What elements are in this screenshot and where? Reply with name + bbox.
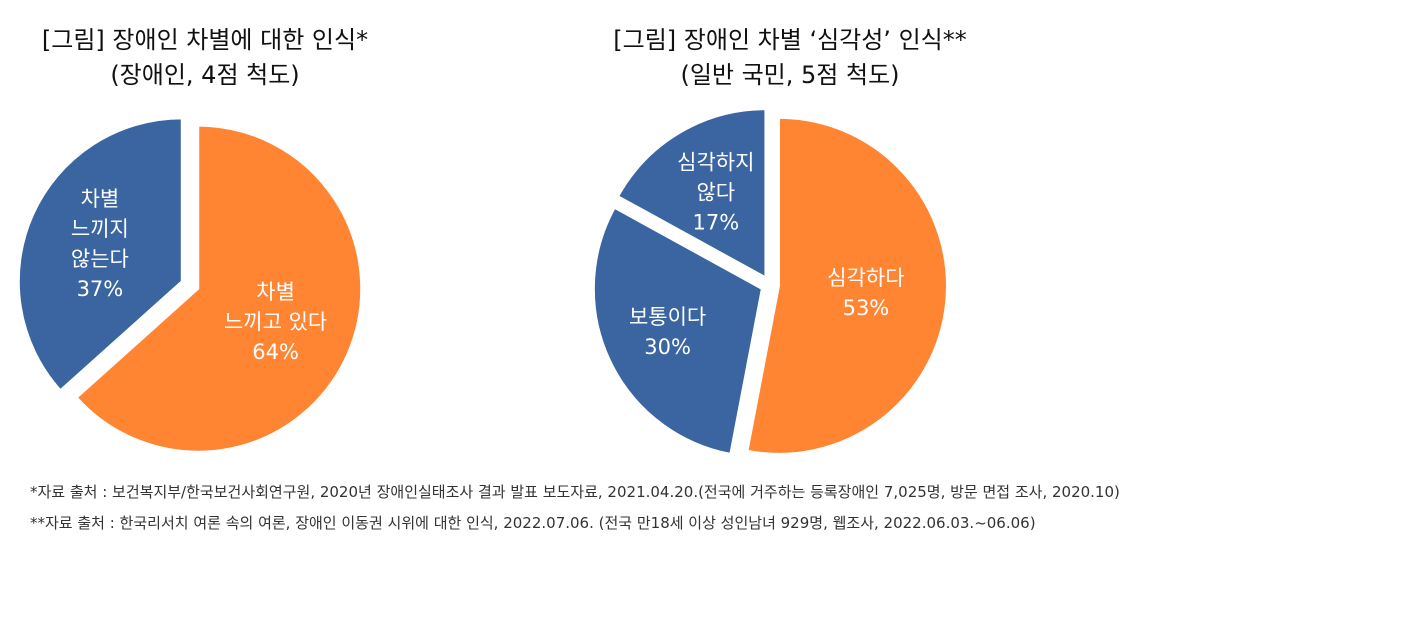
pie-slice — [592, 206, 763, 456]
chart-subtitle: (장애인, 4점 척도) — [110, 61, 299, 89]
slice-category: 심각하다 — [827, 266, 904, 290]
slice-category: 보통이다 — [629, 305, 706, 329]
chart-subtitle: (일반 국민, 5점 척도) — [680, 61, 899, 89]
slice-category-line: 느끼지 — [71, 217, 129, 241]
slice-category-line: 차별 — [81, 187, 120, 211]
footnote: **자료 출처 : 한국리서치 여론 속의 여론, 장애인 이동권 시위에 대한… — [30, 514, 1036, 532]
slice-value-label: 30% — [644, 335, 691, 359]
footnote: *자료 출처 : 보건복지부/한국보건사회연구원, 2020년 장애인실태조사 … — [30, 483, 1120, 501]
chart-title: [그림] 장애인 차별 ‘심각성’ 인식** — [613, 26, 966, 54]
slice-category-line: 않는다 — [71, 247, 129, 271]
slice-category-line: 보통이다 — [629, 305, 706, 329]
pie-slice — [616, 108, 767, 279]
slice-label: 보통이다 30% — [629, 305, 706, 359]
pie-slice — [17, 117, 183, 392]
notes: *자료 출처 : 보건복지부/한국보건사회연구원, 2020년 장애인실태조사 … — [30, 480, 1140, 536]
slice-category-line: 심각하다 — [827, 266, 904, 290]
slice-category-line: 심각하지 — [677, 150, 754, 174]
pie-slice — [75, 124, 363, 453]
slice-value-label: 64% — [252, 340, 299, 364]
slice-category-line: 느끼고 있다 — [224, 310, 327, 334]
slice-value-label: 53% — [843, 296, 890, 320]
slice-value-label: 37% — [77, 277, 124, 301]
slice-label: 심각하다 53% — [827, 266, 904, 320]
slice-value-label: 17% — [692, 210, 739, 234]
pie-slice — [746, 116, 948, 455]
chart-title: [그림] 장애인 차별에 대한 인식* — [42, 26, 368, 54]
slice-category-line: 차별 — [256, 280, 295, 304]
slice-category-line: 않다 — [696, 180, 735, 204]
